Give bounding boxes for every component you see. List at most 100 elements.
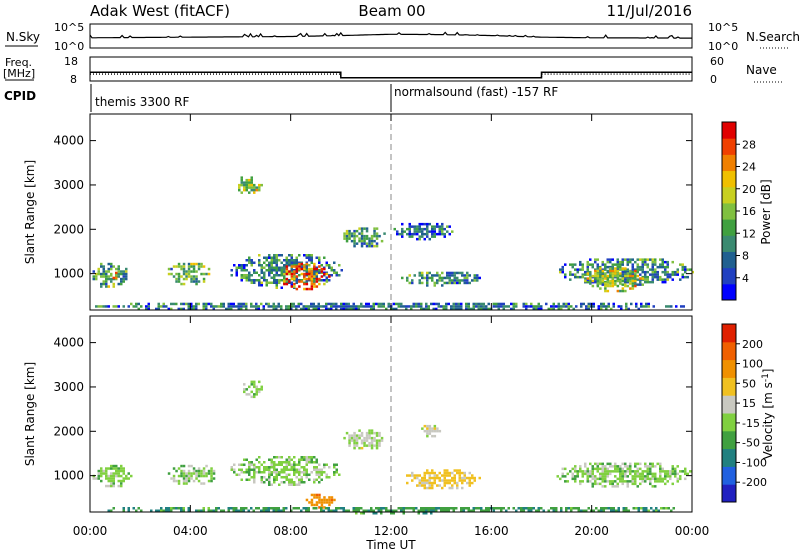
heat-cell <box>278 463 281 466</box>
heat-cell <box>594 274 597 278</box>
vel-cbar-swatch <box>722 341 736 361</box>
heat-cell <box>298 279 301 282</box>
heat-cell <box>205 307 208 311</box>
heat-cell <box>425 307 428 311</box>
heat-cell <box>97 272 100 276</box>
heat-cell <box>456 469 459 472</box>
heat-cell <box>192 472 196 475</box>
heat-cell <box>127 509 130 512</box>
heat-cell <box>463 474 466 477</box>
heat-cell <box>248 276 251 279</box>
heat-cell <box>641 477 644 481</box>
heat-cell <box>446 274 449 277</box>
heat-cell <box>182 482 186 485</box>
heat-cell <box>182 469 186 473</box>
heat-cell <box>380 509 383 512</box>
heat-cell <box>661 263 664 266</box>
heat-cell <box>406 276 409 280</box>
heat-cell <box>654 258 657 261</box>
heat-cell <box>634 477 637 481</box>
heat-cell <box>328 279 331 282</box>
heat-cell <box>436 232 439 236</box>
heat-cell <box>380 512 383 515</box>
heat-cell <box>644 477 647 481</box>
heat-cell <box>122 270 125 273</box>
heat-cell <box>290 307 293 311</box>
heat-cell <box>132 305 135 308</box>
heat-cell <box>298 280 301 283</box>
heat-cell <box>617 509 620 512</box>
heat-cell <box>100 272 103 276</box>
heat-cell <box>260 481 263 484</box>
heat-cell <box>377 305 380 308</box>
heat-cell <box>589 462 592 466</box>
heat-cell <box>453 274 456 277</box>
heat-cell <box>586 277 590 280</box>
heat-cell <box>305 281 308 284</box>
heat-cell <box>641 470 644 473</box>
heat-cell <box>497 507 500 510</box>
heat-cell <box>300 307 303 311</box>
freq-tick-bottom: 8 <box>70 73 77 86</box>
heat-cell <box>422 507 425 510</box>
heat-cell <box>237 307 240 311</box>
heat-cell <box>621 475 624 478</box>
heat-cell <box>278 269 281 272</box>
heat-cell <box>644 278 647 281</box>
heat-cell <box>656 480 659 483</box>
heat-cell <box>280 269 283 272</box>
heat-cell <box>268 264 271 267</box>
heat-cell <box>625 302 628 306</box>
heat-cell <box>100 472 103 475</box>
heat-cell <box>293 466 296 469</box>
heat-cell <box>92 277 95 281</box>
heat-cell <box>263 266 266 269</box>
heat-cell <box>283 481 286 484</box>
heat-cell <box>377 509 380 512</box>
heat-cell <box>245 186 248 189</box>
heat-cell <box>220 509 223 512</box>
heat-cell <box>446 225 449 228</box>
heat-cell <box>117 469 120 473</box>
heat-cell <box>312 305 315 308</box>
heat-cell <box>270 256 273 259</box>
heat-cell <box>302 305 305 308</box>
heat-cell <box>468 281 471 285</box>
heat-cell <box>192 277 196 281</box>
heat-cell <box>330 269 333 272</box>
heat-cell <box>433 434 437 438</box>
heat-cell <box>437 305 440 308</box>
heat-cell <box>406 481 409 485</box>
heat-cell <box>446 230 449 233</box>
heat-cell <box>622 509 625 512</box>
heat-cell <box>473 476 476 480</box>
heat-cell <box>614 272 617 275</box>
heat-cell <box>323 498 326 502</box>
heat-cell <box>611 470 614 473</box>
heat-cell <box>253 466 256 469</box>
heat-cell <box>368 431 371 435</box>
heat-cell <box>659 275 662 279</box>
heat-cell <box>240 305 243 308</box>
heat-cell <box>370 431 374 435</box>
heat-cell <box>666 275 669 279</box>
heat-cell <box>200 474 203 478</box>
heat-cell <box>426 222 429 226</box>
heat-cell <box>250 264 253 267</box>
heat-cell <box>238 468 241 471</box>
heat-cell <box>253 383 256 386</box>
heat-cell <box>303 264 306 267</box>
heat-cell <box>305 473 308 476</box>
heat-cell <box>661 265 664 269</box>
heat-cell <box>102 280 105 283</box>
vel-cbar-swatch <box>722 430 736 450</box>
heat-cell <box>305 476 308 479</box>
heat-cell <box>343 436 346 440</box>
heat-cell <box>268 481 271 484</box>
heat-cell <box>373 227 376 230</box>
heat-cell <box>430 512 433 515</box>
heat-cell <box>375 234 379 238</box>
heat-cell <box>190 302 193 306</box>
heat-cell <box>378 441 381 445</box>
